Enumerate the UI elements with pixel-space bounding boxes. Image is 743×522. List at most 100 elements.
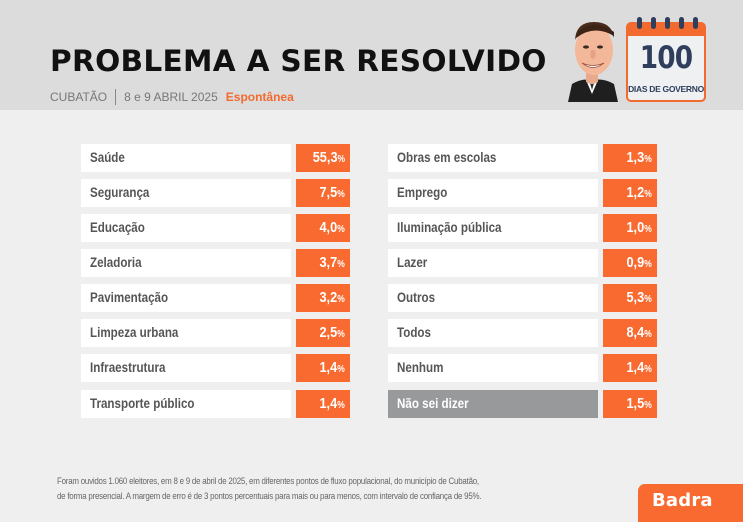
footnote-line: de forma presencial. A margem de erro é … <box>57 491 482 501</box>
brand-logo: Badra <box>638 484 743 522</box>
result-value-text: 5,3% <box>627 284 652 314</box>
result-label: Infraestrutura <box>81 354 291 382</box>
result-label: Todos <box>388 319 598 347</box>
result-value-number: 1,2 <box>626 184 645 201</box>
result-label-text: Iluminação pública <box>397 220 502 235</box>
result-row: Limpeza urbana 2,5% <box>81 319 350 347</box>
result-value-number: 3,2 <box>319 289 338 306</box>
methodology-footnote: Foram ouvidos 1.060 eleitores, em 8 e 9 … <box>57 474 577 504</box>
result-label-text: Educação <box>90 220 145 235</box>
result-value-number: 3,7 <box>319 254 338 271</box>
result-value: 0,9% <box>603 249 657 277</box>
result-value-text: 1,5% <box>627 390 652 420</box>
result-label-text: Limpeza urbana <box>90 325 179 340</box>
result-value: 1,2% <box>603 179 657 207</box>
result-value-text: 3,2% <box>320 284 345 314</box>
result-value-text: 7,5% <box>320 179 345 209</box>
result-label: Emprego <box>388 179 598 207</box>
result-value: 1,4% <box>296 390 350 418</box>
result-value-number: 55,3 <box>312 149 338 166</box>
result-value: 2,5% <box>296 319 350 347</box>
badge-number: 100 <box>639 40 693 76</box>
result-value-text: 1,4% <box>320 390 345 420</box>
badge-caption: DIAS DE GOVERNO <box>628 84 704 94</box>
result-label-text: Transporte público <box>90 396 195 411</box>
result-label-text: Não sei dizer <box>397 396 469 411</box>
result-value-text: 1,3% <box>627 144 652 174</box>
result-value-text: 1,2% <box>627 179 652 209</box>
result-row: Outros 5,3% <box>388 284 657 312</box>
result-label: Transporte público <box>81 390 291 418</box>
percent-sign: % <box>644 224 652 235</box>
result-value-number: 1,4 <box>319 359 338 376</box>
result-label-text: Zeladoria <box>90 255 142 270</box>
result-value-number: 0,9 <box>626 254 645 271</box>
result-row: Transporte público 1,4% <box>81 390 350 418</box>
result-label-text: Pavimentação <box>90 290 169 305</box>
result-row: Nenhum 1,4% <box>388 354 657 382</box>
result-row: Pavimentação 3,2% <box>81 284 350 312</box>
result-label: Não sei dizer <box>388 390 598 418</box>
result-label: Pavimentação <box>81 284 291 312</box>
result-value: 7,5% <box>296 179 350 207</box>
percent-sign: % <box>644 154 652 165</box>
result-label: Obras em escolas <box>388 144 598 172</box>
caricature-portrait-icon <box>568 22 618 102</box>
result-row: Saúde 55,3% <box>81 144 350 172</box>
result-label-text: Saúde <box>90 150 125 165</box>
result-row: Educação 4,0% <box>81 214 350 242</box>
result-row: Zeladoria 3,7% <box>81 249 350 277</box>
result-label-text: Nenhum <box>397 360 444 375</box>
percent-sign: % <box>337 294 345 305</box>
result-label-text: Lazer <box>397 255 428 270</box>
result-label: Nenhum <box>388 354 598 382</box>
result-label: Outros <box>388 284 598 312</box>
percent-sign: % <box>644 364 652 375</box>
result-value-text: 1,0% <box>627 214 652 244</box>
calendar-ring-icon <box>693 17 698 29</box>
result-label-text: Infraestrutura <box>90 360 166 375</box>
result-value-text: 4,0% <box>320 214 345 244</box>
result-value-number: 8,4 <box>626 324 645 341</box>
result-value: 1,4% <box>603 354 657 382</box>
result-value-number: 4,0 <box>319 219 338 236</box>
result-row: Não sei dizer 1,5% <box>388 390 657 418</box>
result-value: 1,0% <box>603 214 657 242</box>
result-row: Segurança 7,5% <box>81 179 350 207</box>
result-value: 8,4% <box>603 319 657 347</box>
result-value-number: 2,5 <box>319 324 338 341</box>
percent-sign: % <box>337 224 345 235</box>
result-label: Iluminação pública <box>388 214 598 242</box>
result-value-text: 2,5% <box>320 319 345 349</box>
result-value: 1,3% <box>603 144 657 172</box>
percent-sign: % <box>337 400 345 411</box>
result-value: 5,3% <box>603 284 657 312</box>
result-row: Iluminação pública 1,0% <box>388 214 657 242</box>
result-value-text: 1,4% <box>627 354 652 384</box>
result-value: 4,0% <box>296 214 350 242</box>
subtitle: CUBATÃO 8 e 9 ABRIL 2025 Espontânea <box>50 89 294 105</box>
result-label: Lazer <box>388 249 598 277</box>
calendar-ring-icon <box>679 17 684 29</box>
result-label-text: Outros <box>397 290 436 305</box>
percent-sign: % <box>644 189 652 200</box>
percent-sign: % <box>644 400 652 411</box>
result-row: Obras em escolas 1,3% <box>388 144 657 172</box>
result-value-text: 3,7% <box>320 249 345 279</box>
percent-sign: % <box>644 329 652 340</box>
result-value-number: 1,3 <box>626 149 645 166</box>
calendar-header <box>628 24 704 36</box>
result-row: Infraestrutura 1,4% <box>81 354 350 382</box>
result-label: Segurança <box>81 179 291 207</box>
calendar-ring-icon <box>651 17 656 29</box>
result-label: Limpeza urbana <box>81 319 291 347</box>
city-label: CUBATÃO <box>50 90 108 104</box>
percent-sign: % <box>337 259 345 270</box>
result-value: 1,4% <box>296 354 350 382</box>
percent-sign: % <box>337 189 345 200</box>
percent-sign: % <box>337 364 345 375</box>
result-label-text: Todos <box>397 325 431 340</box>
calendar-badge: 100 DIAS DE GOVERNO <box>626 17 706 102</box>
result-label-text: Segurança <box>90 185 150 200</box>
brand-name: Badra <box>652 490 713 511</box>
